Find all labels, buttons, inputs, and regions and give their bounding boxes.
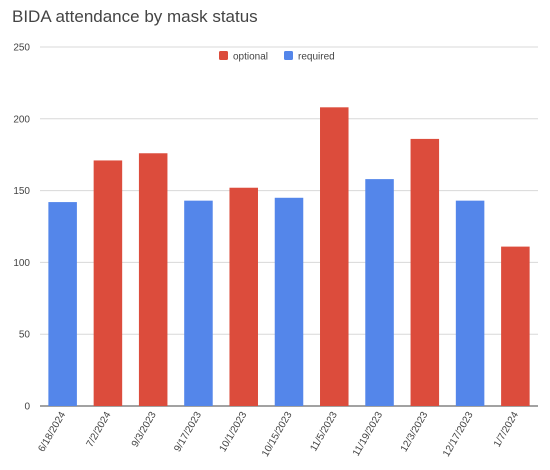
- bar-required: [365, 179, 394, 406]
- bar-optional: [501, 246, 530, 406]
- bars: [48, 107, 530, 407]
- legend: optional required: [219, 51, 335, 63]
- x-tick-label: 11/5/2023: [308, 410, 340, 454]
- x-tick-label: 9/17/2023: [172, 410, 204, 454]
- bar-required: [184, 200, 213, 406]
- bar-optional: [320, 107, 349, 406]
- y-axis-labels: 0 50 100 150 200 250: [13, 43, 30, 413]
- bar-optional: [410, 138, 440, 407]
- y-tick-label: 0: [24, 402, 30, 413]
- x-tick-label: 6/18/2024: [36, 410, 68, 454]
- bar-required: [48, 202, 77, 406]
- chart-title: BIDA attendance by mask status: [12, 7, 258, 26]
- legend-swatch-required: [284, 51, 293, 60]
- x-tick-label: 12/3/2023: [399, 410, 431, 454]
- x-tick-label: 9/3/2023: [130, 410, 159, 450]
- bar-required: [455, 200, 485, 406]
- x-tick-label: 7/2/2024: [85, 410, 114, 450]
- x-tick-label: 11/19/2023: [351, 410, 385, 459]
- bar-required: [274, 197, 304, 406]
- y-tick-label: 50: [19, 330, 31, 341]
- x-axis-labels: 6/18/2024 7/2/2024 9/3/2023 9/17/2023 10/1/2…: [36, 410, 521, 459]
- x-tick-label: 12/17/2023: [441, 410, 476, 459]
- legend-label-required: required: [298, 52, 335, 63]
- x-tick-label: 10/1/2023: [218, 410, 250, 454]
- x-tick-label: 10/15/2023: [260, 410, 295, 459]
- y-tick-label: 100: [13, 258, 30, 269]
- bar-optional: [138, 153, 168, 406]
- legend-label-optional: optional: [233, 52, 268, 63]
- legend-swatch-optional: [219, 51, 228, 60]
- y-tick-label: 150: [13, 186, 30, 197]
- bar-optional: [93, 160, 123, 406]
- bar-optional: [229, 187, 258, 406]
- y-tick-label: 250: [13, 43, 30, 54]
- y-tick-label: 200: [13, 114, 30, 125]
- x-tick-label: 1/7/2024: [492, 410, 521, 450]
